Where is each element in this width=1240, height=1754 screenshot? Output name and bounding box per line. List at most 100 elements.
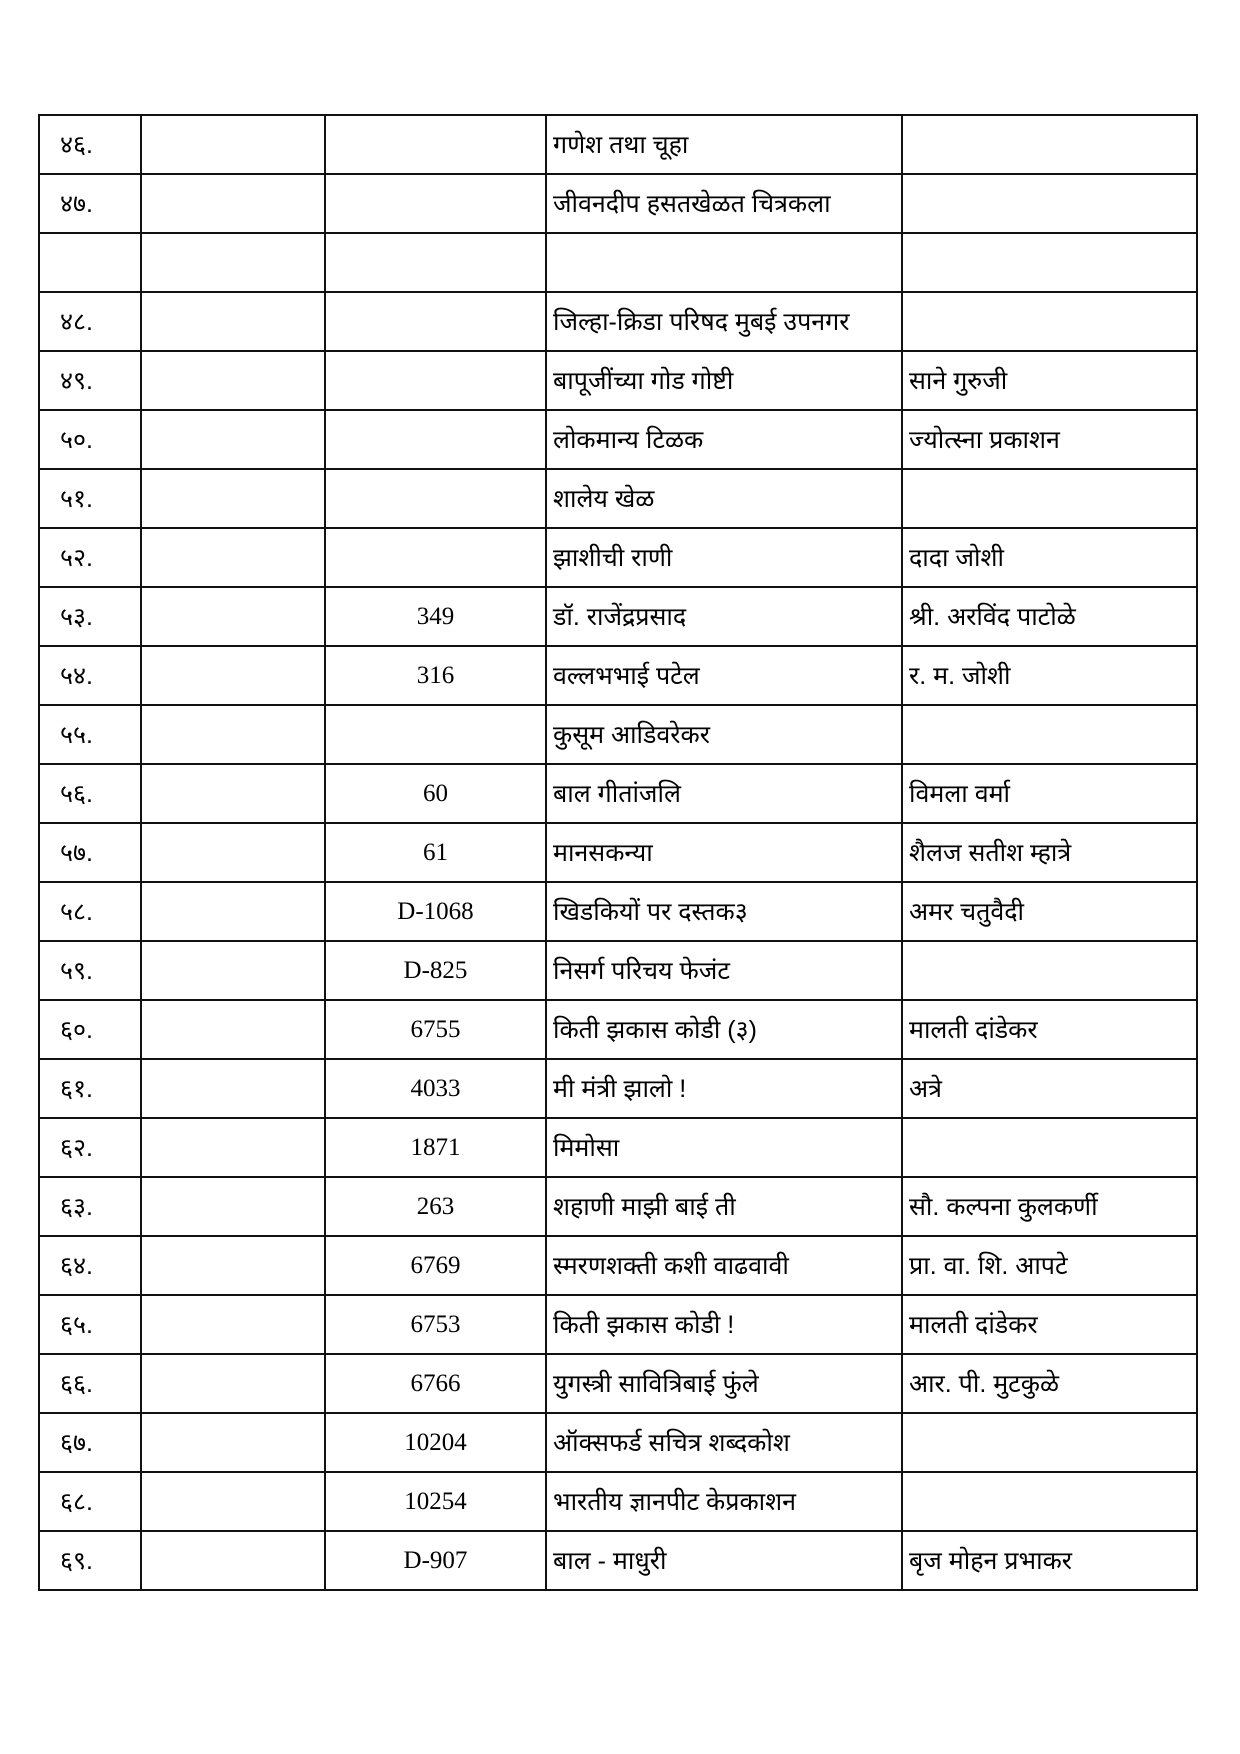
author-cell <box>901 173 1198 234</box>
accession-number-cell <box>324 350 547 411</box>
author-cell: ज्योत्स्ना प्रकाशन <box>901 409 1198 470</box>
serial-number-cell: ६४. <box>38 1235 142 1296</box>
author-cell <box>901 1412 1198 1473</box>
book-title-cell: युगस्त्री सावित्रिबाई फुंले <box>545 1353 903 1414</box>
accession-number-cell: D-1068 <box>324 881 547 942</box>
author-cell: साने गुरुजी <box>901 350 1198 411</box>
book-title-cell: जीवनदीप हसतखेळत चित्रकला <box>545 173 903 234</box>
blank-cell <box>140 409 326 470</box>
table-row: ४९. बापूजींच्या गोड गोष्टी साने गुरुजी <box>38 350 1198 411</box>
serial-number-cell: ५८. <box>38 881 142 942</box>
author-cell <box>901 940 1198 1001</box>
accession-number-cell <box>324 114 547 175</box>
accession-number-cell: 10254 <box>324 1471 547 1532</box>
author-cell <box>901 1117 1198 1178</box>
blank-cell <box>140 232 326 293</box>
accession-number-cell <box>324 232 547 293</box>
serial-number-cell: ६७. <box>38 1412 142 1473</box>
book-title-cell: कुसूम आडिवरेकर <box>545 704 903 765</box>
author-cell: विमला वर्मा <box>901 763 1198 824</box>
serial-number-cell: ५७. <box>38 822 142 883</box>
blank-cell <box>140 1058 326 1119</box>
accession-number-cell: 6753 <box>324 1294 547 1355</box>
author-cell: प्रा. वा. शि. आपटे <box>901 1235 1198 1296</box>
blank-cell <box>140 822 326 883</box>
table-row: ५६. 60 बाल गीतांजलि विमला वर्मा <box>38 763 1198 824</box>
serial-number-cell: ५६. <box>38 763 142 824</box>
book-title-cell: निसर्ग परिचय फेजंट <box>545 940 903 1001</box>
blank-cell <box>140 999 326 1060</box>
table-row: ५४. 316 वल्लभभाई पटेल र. म. जोशी <box>38 645 1198 706</box>
table-row: ४७. जीवनदीप हसतखेळत चित्रकला <box>38 173 1198 234</box>
author-cell: अत्रे <box>901 1058 1198 1119</box>
accession-number-cell: 349 <box>324 586 547 647</box>
book-title-cell: डॉ. राजेंद्रप्रसाद <box>545 586 903 647</box>
author-cell <box>901 291 1198 352</box>
book-title-cell: ऑक्सफर्ड सचित्र शब्दकोश <box>545 1412 903 1473</box>
accession-number-cell: 10204 <box>324 1412 547 1473</box>
accession-number-cell: 6769 <box>324 1235 547 1296</box>
author-cell <box>901 114 1198 175</box>
table-row <box>38 232 1198 293</box>
table-row: ५७. 61 मानसकन्या शैलज सतीश म्हात्रे <box>38 822 1198 883</box>
author-cell: सौ. कल्पना कुलकर्णी <box>901 1176 1198 1237</box>
serial-number-cell: ४९. <box>38 350 142 411</box>
author-cell: अमर चतुवैदी <box>901 881 1198 942</box>
serial-number-cell <box>38 232 142 293</box>
book-list-table: ४६. गणेश तथा चूहा ४७. जीवनदीप हसतखेळत चित्र… <box>38 114 1198 1591</box>
serial-number-cell: ५५. <box>38 704 142 765</box>
serial-number-cell: ६५. <box>38 1294 142 1355</box>
table-row: ६४. 6769 स्मरणशक्ती कशी वाढवावी प्रा. वा. श… <box>38 1235 1198 1296</box>
accession-number-cell <box>324 173 547 234</box>
table-row: ६१. 4033 मी मंत्री झालो ! अत्रे <box>38 1058 1198 1119</box>
table-row: ५२. झाशीची राणी दादा जोशी <box>38 527 1198 588</box>
blank-cell <box>140 1294 326 1355</box>
serial-number-cell: ६३. <box>38 1176 142 1237</box>
book-title-cell: झाशीची राणी <box>545 527 903 588</box>
table-row: ६३. 263 शहाणी माझी बाई ती सौ. कल्पना कुलकर्… <box>38 1176 1198 1237</box>
book-title-cell: शहाणी माझी बाई ती <box>545 1176 903 1237</box>
author-cell: र. म. जोशी <box>901 645 1198 706</box>
author-cell: शैलज सतीश म्हात्रे <box>901 822 1198 883</box>
table-row: ४८. जिल्हा-क्रिडा परिषद मुबई उपनगर <box>38 291 1198 352</box>
serial-number-cell: ५९. <box>38 940 142 1001</box>
accession-number-cell <box>324 704 547 765</box>
serial-number-cell: ६०. <box>38 999 142 1060</box>
book-title-cell: बाल - माधुरी <box>545 1530 903 1591</box>
accession-number-cell: 60 <box>324 763 547 824</box>
serial-number-cell: ६२. <box>38 1117 142 1178</box>
table-row: ५८. D-1068 खिडकियों पर दस्तक३ अमर चतुवैदी <box>38 881 1198 942</box>
serial-number-cell: ६१. <box>38 1058 142 1119</box>
serial-number-cell: ४८. <box>38 291 142 352</box>
table-row: ६६. 6766 युगस्त्री सावित्रिबाई फुंले आर. पी… <box>38 1353 1198 1414</box>
accession-number-cell: D-825 <box>324 940 547 1001</box>
blank-cell <box>140 468 326 529</box>
accession-number-cell: 263 <box>324 1176 547 1237</box>
author-cell <box>901 704 1198 765</box>
serial-number-cell: ६९. <box>38 1530 142 1591</box>
book-title-cell: बापूजींच्या गोड गोष्टी <box>545 350 903 411</box>
table-body: ४६. गणेश तथा चूहा ४७. जीवनदीप हसतखेळत चित्र… <box>38 114 1198 1591</box>
table-row: ६०. 6755 किती झकास कोडी (३) मालती दांडेकर <box>38 999 1198 1060</box>
accession-number-cell: 316 <box>324 645 547 706</box>
blank-cell <box>140 291 326 352</box>
author-cell <box>901 232 1198 293</box>
book-title-cell: स्मरणशक्ती कशी वाढवावी <box>545 1235 903 1296</box>
serial-number-cell: ६६. <box>38 1353 142 1414</box>
book-title-cell: भारतीय ज्ञानपीट केप्रकाशन <box>545 1471 903 1532</box>
serial-number-cell: ४७. <box>38 173 142 234</box>
blank-cell <box>140 350 326 411</box>
table-row: ४६. गणेश तथा चूहा <box>38 114 1198 175</box>
serial-number-cell: ५४. <box>38 645 142 706</box>
serial-number-cell: ५१. <box>38 468 142 529</box>
blank-cell <box>140 586 326 647</box>
table-row: ५३. 349 डॉ. राजेंद्रप्रसाद श्री. अरविंद पाट… <box>38 586 1198 647</box>
table-row: ५५. कुसूम आडिवरेकर <box>38 704 1198 765</box>
accession-number-cell: 1871 <box>324 1117 547 1178</box>
blank-cell <box>140 114 326 175</box>
accession-number-cell <box>324 527 547 588</box>
author-cell <box>901 468 1198 529</box>
table-row: ६९. D-907 बाल - माधुरी बृज मोहन प्रभाकर <box>38 1530 1198 1591</box>
accession-number-cell <box>324 409 547 470</box>
blank-cell <box>140 881 326 942</box>
